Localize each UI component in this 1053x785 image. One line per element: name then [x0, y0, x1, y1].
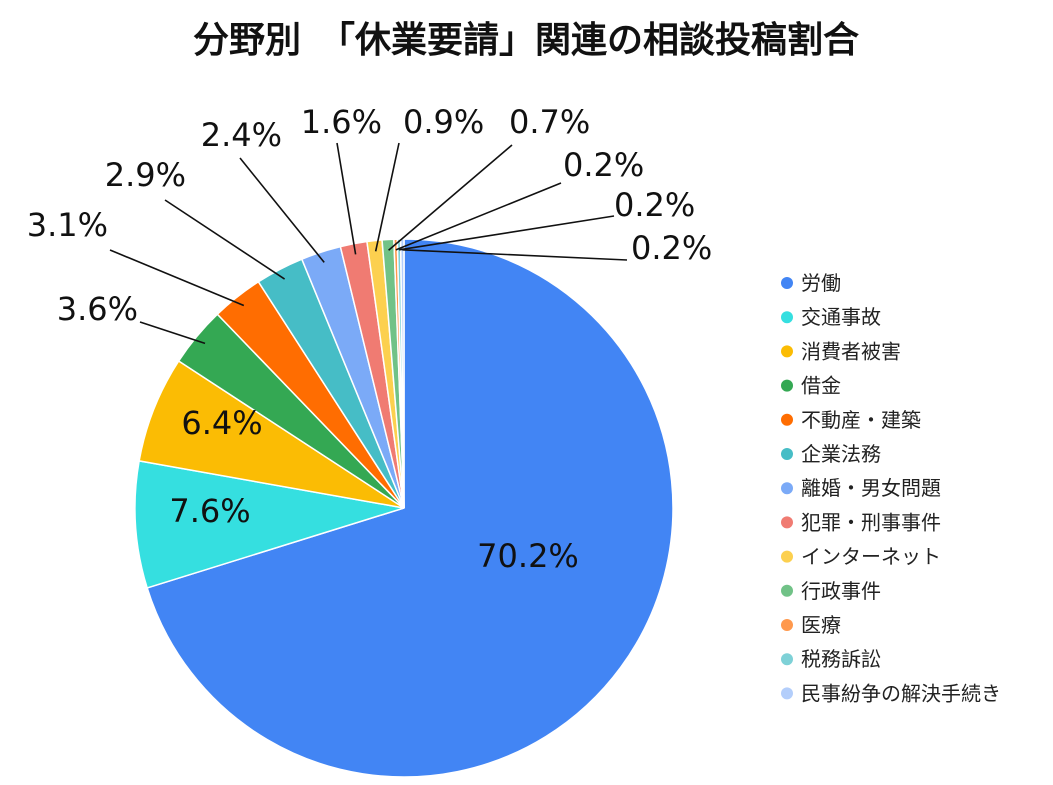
legend-swatch-2	[781, 311, 793, 324]
legend-swatch-3	[781, 345, 793, 358]
legend-item-5: 不動産・建築	[801, 408, 921, 432]
slice-label-6: 2.9%	[105, 156, 186, 194]
legend-swatch-10	[781, 584, 793, 597]
leader-line-7	[239, 157, 325, 263]
legend-item-13: 民事紛争の解決手続き	[801, 681, 1001, 705]
pie-slice-2	[134, 460, 405, 589]
legend-swatch-4	[781, 379, 793, 392]
slice-label-7: 2.4%	[201, 116, 282, 154]
leader-line-4	[139, 321, 206, 345]
leader-line-5	[109, 249, 245, 307]
legend-swatch-12	[781, 653, 793, 666]
legend-item-8: 犯罪・刑事事件	[801, 510, 941, 534]
legend-item-7: 離婚・男女問題	[801, 476, 941, 500]
slice-label-3: 6.4%	[181, 404, 262, 442]
legend-item-1: 労働	[801, 271, 841, 295]
leader-line-13	[402, 248, 628, 261]
legend-swatch-1	[781, 277, 793, 289]
pie-slices	[134, 238, 674, 778]
leader-line-6	[164, 199, 286, 280]
slice-label-10: 0.7%	[509, 103, 590, 141]
leader-line-12	[399, 215, 615, 251]
legend-swatch-6	[781, 448, 793, 460]
legend-swatch-8	[781, 516, 793, 529]
slice-label-12: 0.2%	[614, 186, 695, 224]
label-leader-lines	[109, 142, 628, 345]
slice-label-8: 1.6%	[301, 103, 382, 141]
leader-line-10	[388, 144, 513, 251]
legend-item-2: 交通事故	[801, 305, 881, 329]
legend-swatch-7	[781, 482, 793, 495]
legend-item-10: 行政事件	[801, 579, 881, 603]
slice-label-1: 70.2%	[477, 537, 579, 575]
slice-label-4: 3.6%	[57, 290, 138, 328]
legend-swatch-11	[781, 619, 793, 631]
legend-swatch-5	[781, 413, 793, 426]
legend-item-3: 消費者被害	[801, 339, 901, 363]
legend-swatch-9	[781, 550, 793, 563]
legend-item-11: 医療	[801, 613, 841, 637]
leader-line-9	[374, 142, 400, 252]
pie-slice-1	[146, 238, 674, 778]
chart-title: 分野別 「休業要請」関連の相談投稿割合	[193, 20, 859, 61]
legend-swatch-13	[781, 687, 793, 700]
leader-line-11	[395, 182, 562, 251]
legend-item-12: 税務訴訟	[801, 647, 881, 671]
legend: 労働交通事故消費者被害借金不動産・建築企業法務離婚・男女問題犯罪・刑事事件インタ…	[781, 271, 1001, 705]
leader-line-8	[336, 142, 357, 255]
slice-label-13: 0.2%	[631, 229, 712, 267]
legend-item-6: 企業法務	[801, 442, 881, 466]
legend-item-4: 借金	[801, 374, 841, 398]
legend-item-9: インターネット	[801, 545, 941, 569]
slice-label-2: 7.6%	[169, 492, 250, 530]
slice-label-5: 3.1%	[27, 206, 108, 244]
slice-label-11: 0.2%	[563, 146, 644, 184]
slice-label-9: 0.9%	[403, 103, 484, 141]
percentage-labels: 70.2% 7.6% 6.4% 3.6% 3.1% 2.9% 2.4% 1.6% 0.9% 0.7…	[27, 103, 713, 575]
